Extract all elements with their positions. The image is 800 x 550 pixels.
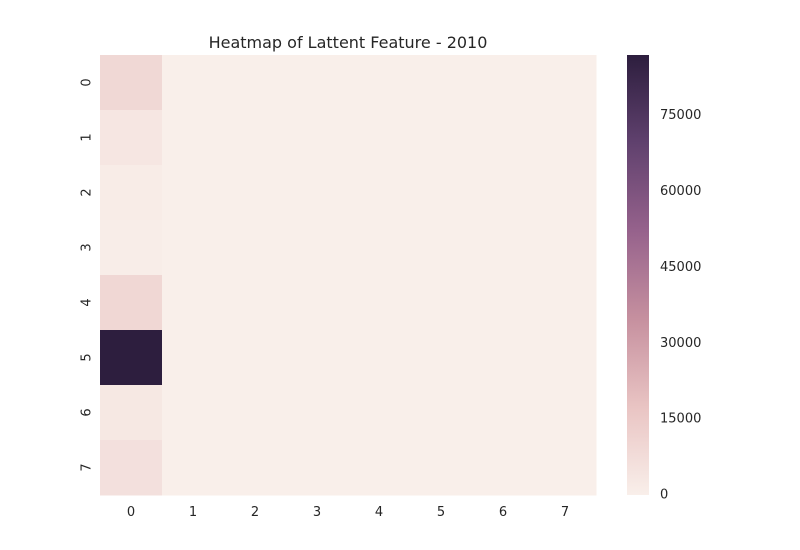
y-tick-label: 1 <box>80 133 95 141</box>
heatmap-cell <box>100 165 163 221</box>
heatmap-cell <box>348 220 411 276</box>
heatmap-cell <box>100 440 163 496</box>
colorbar-tick-label: 75000 <box>660 108 701 123</box>
heatmap-cell <box>472 55 535 111</box>
heatmap-cell <box>534 55 597 111</box>
heatmap-cell <box>224 440 287 496</box>
heatmap-cell <box>100 220 163 276</box>
heatmap-cell <box>162 330 225 386</box>
heatmap-cell <box>224 330 287 386</box>
y-tick-label: 2 <box>80 188 95 196</box>
heatmap-cell <box>162 275 225 331</box>
heatmap-cell <box>224 385 287 441</box>
heatmap-cell <box>348 330 411 386</box>
colorbar-tick-label: 60000 <box>660 184 701 199</box>
heatmap-cell <box>534 385 597 441</box>
y-tick-label: 0 <box>80 78 95 86</box>
heatmap-cell <box>162 220 225 276</box>
heatmap-cell <box>410 110 473 166</box>
heatmap-cell <box>162 440 225 496</box>
heatmap-cell <box>534 110 597 166</box>
heatmap-cell <box>472 275 535 331</box>
heatmap-cell <box>286 440 349 496</box>
heatmap-cell <box>100 330 163 386</box>
heatmap-cell <box>472 220 535 276</box>
y-tick-label: 7 <box>80 463 95 471</box>
y-tick-label: 3 <box>80 243 95 251</box>
heatmap-cell <box>472 165 535 221</box>
heatmap-cell <box>472 110 535 166</box>
heatmap-cells <box>100 55 597 496</box>
y-tick-label: 4 <box>80 298 95 306</box>
x-tick-label: 5 <box>437 505 445 520</box>
heatmap-cell <box>286 385 349 441</box>
x-tick-label: 0 <box>127 505 135 520</box>
heatmap-cell <box>286 110 349 166</box>
heatmap-cell <box>100 275 163 331</box>
heatmap-cell <box>348 440 411 496</box>
x-tick-label: 2 <box>251 505 259 520</box>
colorbar-tick-label: 30000 <box>660 336 701 351</box>
heatmap-cell <box>224 165 287 221</box>
heatmap-cell <box>410 220 473 276</box>
heatmap-cell <box>224 275 287 331</box>
heatmap-cell <box>534 440 597 496</box>
heatmap-cell <box>100 55 163 111</box>
heatmap-cell <box>286 165 349 221</box>
x-tick-label: 3 <box>313 505 321 520</box>
heatmap-cell <box>348 55 411 111</box>
heatmap-cell <box>224 110 287 166</box>
heatmap-cell <box>348 110 411 166</box>
heatmap-cell <box>100 385 163 441</box>
heatmap-cell <box>286 220 349 276</box>
heatmap-cell <box>162 55 225 111</box>
heatmap-cell <box>162 165 225 221</box>
colorbar-tick-label: 15000 <box>660 412 701 427</box>
heatmap-cell <box>534 165 597 221</box>
heatmap-cell <box>286 55 349 111</box>
heatmap-cell <box>100 110 163 166</box>
heatmap-cell <box>224 220 287 276</box>
colorbar-tick-label: 0 <box>660 488 668 503</box>
heatmap-cell <box>534 330 597 386</box>
heatmap-cell <box>162 110 225 166</box>
heatmap-cell <box>348 275 411 331</box>
colorbar-tick-label: 45000 <box>660 260 701 275</box>
heatmap-cell <box>534 220 597 276</box>
heatmap-cell <box>410 275 473 331</box>
colorbar-tick-labels: 0 15000 30000 45000 60000 75000 <box>660 108 701 502</box>
y-axis-tick-labels: 0 1 2 3 4 5 6 7 <box>80 78 95 471</box>
heatmap-cell <box>410 330 473 386</box>
x-axis-tick-labels: 0 1 2 3 4 5 6 7 <box>127 505 569 520</box>
heatmap-cell <box>410 165 473 221</box>
heatmap-cell <box>472 330 535 386</box>
heatmap-cell <box>224 55 287 111</box>
x-tick-label: 7 <box>561 505 569 520</box>
heatmap-cell <box>410 385 473 441</box>
heatmap-cell <box>410 55 473 111</box>
chart-title: Heatmap of Lattent Feature - 2010 <box>209 33 488 52</box>
heatmap-cell <box>348 385 411 441</box>
x-tick-label: 6 <box>499 505 507 520</box>
heatmap-cell <box>286 275 349 331</box>
heatmap-cell <box>472 385 535 441</box>
heatmap-cell <box>410 440 473 496</box>
heatmap-cell <box>286 330 349 386</box>
heatmap-cell <box>348 165 411 221</box>
colorbar <box>627 55 649 495</box>
heatmap-cell <box>534 275 597 331</box>
y-tick-label: 5 <box>80 353 95 361</box>
x-tick-label: 4 <box>375 505 383 520</box>
y-tick-label: 6 <box>80 408 95 416</box>
heatmap-cell <box>472 440 535 496</box>
x-tick-label: 1 <box>189 505 197 520</box>
heatmap-cell <box>162 385 225 441</box>
